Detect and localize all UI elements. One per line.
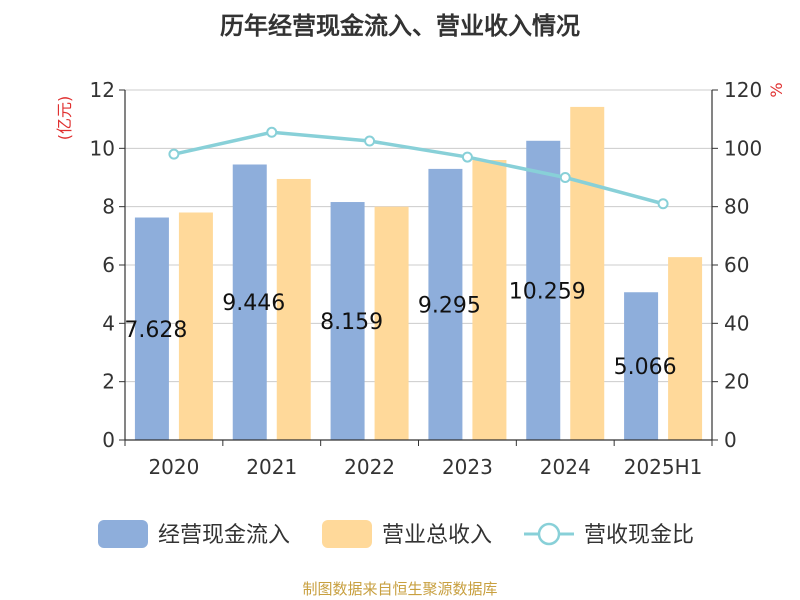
legend-swatch-revenue: [322, 520, 372, 548]
bar-cash-inflow: [526, 140, 561, 440]
bars: [134, 106, 703, 441]
x-tick-label: 2025H1: [624, 455, 703, 479]
left-tick-label: 10: [90, 136, 115, 160]
ratio-point: [461, 151, 473, 163]
bar-cash-inflow: [232, 164, 267, 440]
right-tick-label: 80: [724, 195, 749, 219]
ratio-point: [168, 148, 180, 160]
legend-label-revenue: 营业总收入: [382, 523, 492, 548]
legend-label-cash: 经营现金流入: [158, 523, 290, 548]
left-tick-label: 6: [102, 253, 115, 277]
right-tick-label: 20: [724, 370, 749, 394]
bar-revenue: [374, 206, 409, 440]
ratio-line: [168, 126, 669, 210]
left-tick-label: 12: [90, 78, 115, 102]
bar-value-label: 8.159: [320, 310, 383, 335]
right-unit-label: %: [767, 82, 786, 97]
bar-revenue: [668, 257, 703, 440]
chart-title: 历年经营现金流入、营业收入情况: [220, 12, 580, 40]
bar-value-label: 10.259: [509, 279, 586, 304]
bar-cash-inflow: [624, 292, 659, 440]
legend: 经营现金流入 营业总收入 营收现金比: [98, 520, 694, 548]
bar-value-label: 5.066: [614, 355, 677, 380]
x-tick-label: 2021: [246, 455, 297, 479]
bar-cash-inflow: [330, 202, 365, 440]
bar-value-label: 9.295: [418, 293, 481, 318]
grid-lines: [125, 89, 712, 383]
ratio-polyline: [173, 130, 664, 206]
bar-value-label: 9.446: [222, 291, 285, 316]
ratio-point: [559, 172, 571, 183]
bar-cash-inflow: [134, 217, 169, 440]
ratio-point: [364, 135, 376, 147]
right-tick-label: 120: [724, 78, 762, 102]
bar-revenue: [570, 106, 605, 441]
left-unit-label: (亿元): [55, 96, 74, 141]
x-tick-label: 2022: [344, 455, 395, 479]
legend-swatch-ratio-point: [537, 522, 561, 546]
ratio-point: [657, 198, 669, 210]
x-tick-label: 2020: [148, 455, 199, 479]
data-labels: 7.628 9.446 8.159 9.295 10.259 5.066: [124, 279, 676, 380]
ratio-point: [266, 126, 278, 138]
left-tick-label: 2: [102, 370, 115, 394]
x-tick-label: 2024: [540, 455, 591, 479]
bar-revenue: [178, 212, 213, 440]
bar-value-label: 7.628: [124, 318, 187, 343]
bar-revenue: [276, 178, 311, 441]
source-note: 制图数据来自恒生聚源数据库: [302, 580, 498, 598]
right-tick-label: 60: [724, 253, 749, 277]
right-tick-label: 100: [724, 136, 762, 160]
legend-label-ratio: 营收现金比: [584, 523, 694, 548]
bar-revenue: [472, 160, 507, 440]
left-tick-label: 0: [102, 428, 115, 452]
left-tick-label: 4: [102, 311, 115, 335]
bar-cash-inflow: [428, 168, 463, 441]
legend-swatch-cash: [98, 520, 148, 548]
left-tick-label: 8: [102, 195, 115, 219]
x-tick-label: 2023: [442, 455, 493, 479]
right-tick-label: 0: [724, 428, 737, 452]
right-tick-label: 40: [724, 311, 749, 335]
